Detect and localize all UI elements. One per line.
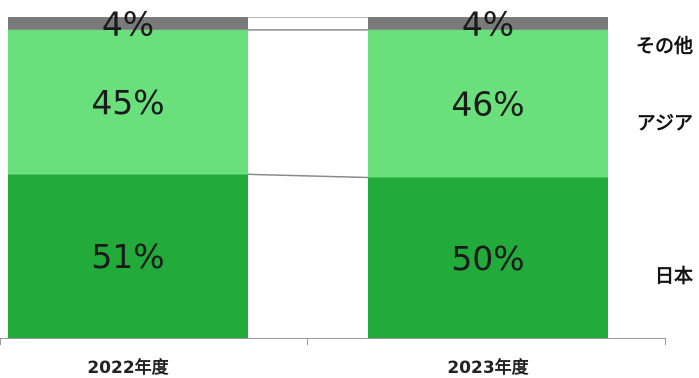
bar-asia-2022 <box>8 29 248 175</box>
segment-label-other-2023: 4% <box>462 4 514 43</box>
series-label-nihon: 日本 <box>655 264 693 287</box>
series-label-other: その他 <box>636 34 693 57</box>
bars-group <box>8 17 608 338</box>
bar-asia-2023 <box>368 29 608 178</box>
connector-line-nihon <box>247 173 369 179</box>
bar-nihon-2023 <box>368 177 608 338</box>
series-label-asia: アジア <box>637 112 693 134</box>
segment-label-nihon-2023: 50% <box>451 239 524 278</box>
segment-label-other-2022: 4% <box>102 4 154 43</box>
segment-label-nihon-2022: 51% <box>91 237 164 276</box>
segment-label-asia-2022: 45% <box>91 83 164 122</box>
segment-label-asia-2023: 46% <box>451 85 524 124</box>
bar-other-2023 <box>368 17 608 30</box>
series-labels: 日本 アジア その他 <box>636 34 693 287</box>
bar-nihon-2022 <box>8 174 248 338</box>
segment-labels: 51% 45% 4% 50% 46% 4% <box>91 4 524 277</box>
connector-lines <box>247 17 369 179</box>
bar-other-2022 <box>8 17 248 30</box>
category-label-2023: 2023年度 <box>447 357 529 378</box>
category-labels: 2022年度 2023年度 <box>87 357 529 378</box>
category-label-2022: 2022年度 <box>87 357 169 378</box>
